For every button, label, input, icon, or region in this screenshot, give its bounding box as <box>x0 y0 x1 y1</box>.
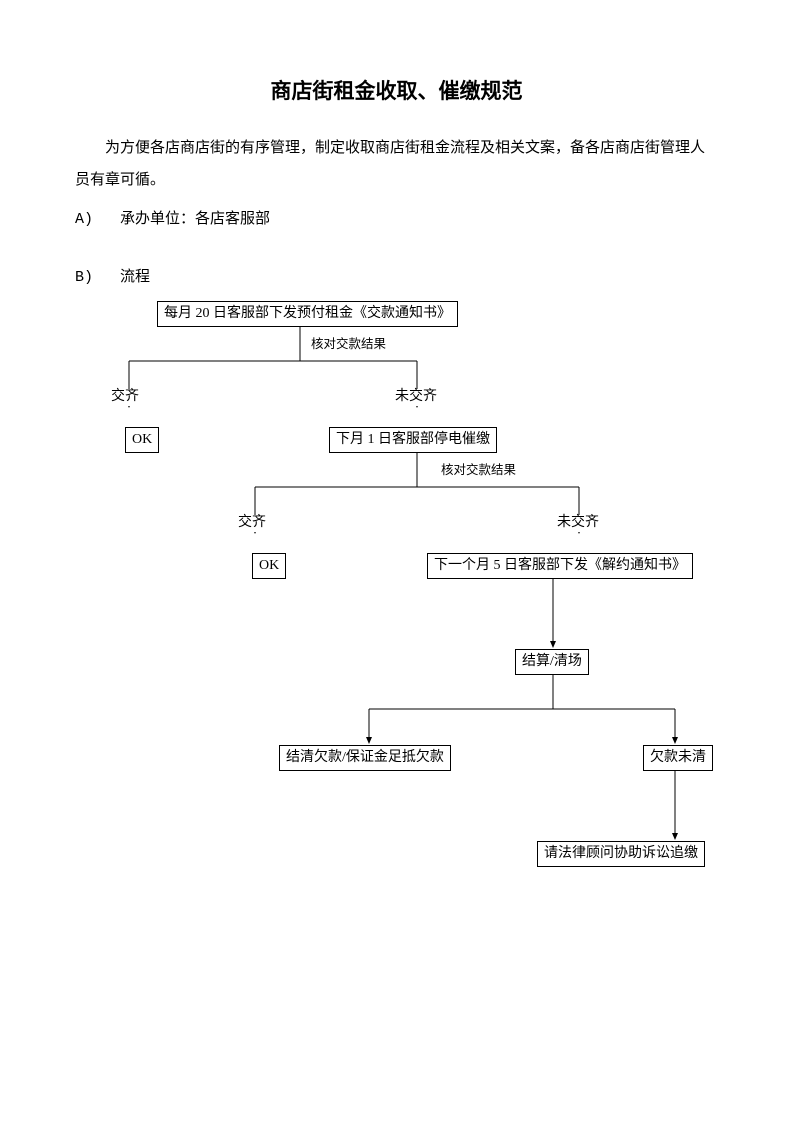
node-paid2-label: 交齐 <box>238 515 266 532</box>
node-paid1-label: 交齐 <box>111 389 139 406</box>
node-check1: 核对交款结果 <box>311 337 386 352</box>
section-a-text: 承办单位：各店客服部 <box>120 211 270 227</box>
node-cleared: 结清欠款/保证金足抵欠款 <box>279 745 451 771</box>
node-next2: 下一个月 5 日客服部下发《解约通知书》 <box>427 553 693 579</box>
node-legal: 请法律顾问协助诉讼追缴 <box>537 841 705 867</box>
flowchart-container: 每月 20 日客服部下发预付租金《交款通知书》 核对交款结果 交齐 未交齐 OK… <box>75 301 715 921</box>
section-b: B) 流程 <box>75 262 718 294</box>
node-settle: 结算/清场 <box>515 649 589 675</box>
node-start: 每月 20 日客服部下发预付租金《交款通知书》 <box>157 301 458 327</box>
node-ok2: OK <box>252 553 286 579</box>
node-ok1: OK <box>125 427 159 453</box>
section-b-prefix: B) <box>75 269 93 286</box>
node-unpaid2-label: 未交齐 <box>557 515 599 532</box>
node-next1: 下月 1 日客服部停电催缴 <box>329 427 497 453</box>
node-check2: 核对交款结果 <box>441 463 516 478</box>
node-notcleared: 欠款未清 <box>643 745 713 771</box>
section-a: A) 承办单位：各店客服部 <box>75 204 718 236</box>
intro-paragraph: 为方便各店商店街的有序管理，制定收取商店街租金流程及相关文案，备各店商店街管理人… <box>75 133 718 196</box>
page-title: 商店街租金收取、催缴规范 <box>75 75 718 105</box>
section-a-prefix: A) <box>75 211 93 228</box>
section-b-text: 流程 <box>120 269 150 285</box>
node-unpaid1-label: 未交齐 <box>395 389 437 406</box>
